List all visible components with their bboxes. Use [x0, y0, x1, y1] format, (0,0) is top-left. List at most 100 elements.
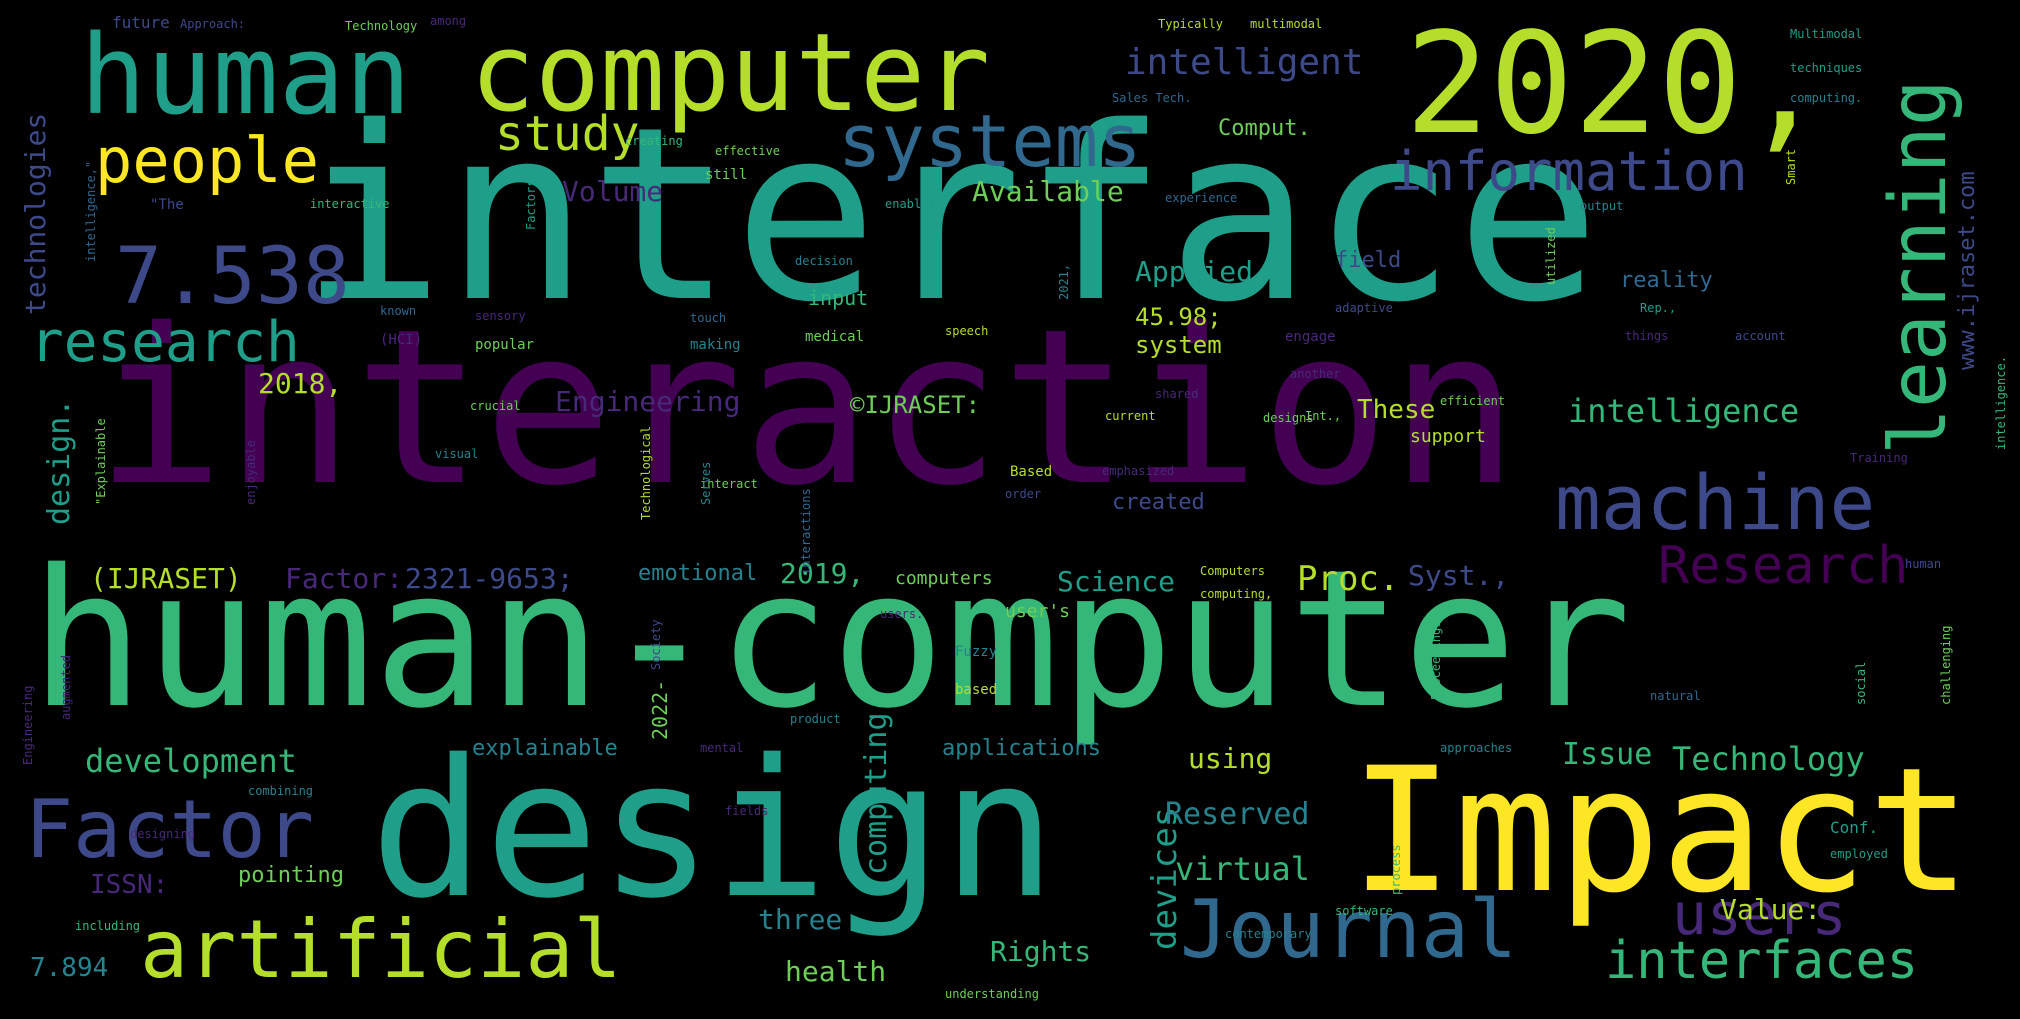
word-designs: designs	[1263, 411, 1314, 425]
word-training: Training	[1850, 451, 1908, 465]
word-2022: 2022-	[648, 679, 672, 740]
word-2018: 2018,	[258, 367, 343, 400]
word-challenging: challenging	[1939, 625, 1953, 705]
word-crucial: crucial	[470, 399, 521, 413]
word-value: Value:	[1720, 893, 1822, 926]
word-approaches: approaches	[1440, 741, 1513, 755]
word-explainable-quote: "Explainable	[94, 418, 108, 505]
word-including: including	[75, 919, 141, 933]
word-enjoyable: enjoyable	[244, 439, 258, 505]
word-using: using	[1188, 742, 1273, 775]
word-2019: 2019,	[780, 557, 865, 590]
word-effective: effective	[715, 144, 781, 158]
word-information: information	[1390, 140, 1748, 203]
word-adaptive: adaptive	[1335, 301, 1393, 315]
word-technological: Technological	[639, 426, 653, 520]
word-reality: reality	[1620, 268, 1713, 293]
word-computers: computers	[895, 568, 993, 589]
word-ijraset-url: www.ijraset.com	[1955, 171, 1980, 370]
word-2021: 2021,	[1057, 263, 1071, 300]
word-emphasized: emphasized	[1102, 464, 1175, 478]
word-users-period: users.	[880, 607, 924, 621]
word-design-period: design.	[42, 398, 77, 525]
word-impact: Impact	[1350, 730, 1972, 931]
word-created: created	[1112, 490, 1205, 515]
word-making: making	[690, 337, 741, 353]
word-science: Science	[1057, 565, 1176, 598]
word-45-98: 45.98;	[1135, 303, 1222, 331]
word-users-apostrophe: user's	[1005, 601, 1071, 622]
word-technology: Technology	[1672, 740, 1865, 778]
word-shared: shared	[1155, 387, 1199, 401]
word-typically: Typically	[1158, 17, 1224, 31]
word-computer: computer	[470, 11, 991, 136]
word-account: account	[1735, 329, 1786, 343]
word-techniques: techniques	[1790, 61, 1863, 75]
word-process: process	[1389, 844, 1403, 895]
word-understanding: understanding	[945, 987, 1039, 1001]
word-augmented: augmented	[59, 654, 73, 720]
word-designing: designing	[130, 827, 196, 841]
word-the-quote: "The	[150, 197, 184, 213]
word-sales-tech: Sales Tech.	[1112, 91, 1192, 105]
word-intelligence: intelligence	[1568, 392, 1800, 430]
word-journal: Journal	[1180, 883, 1518, 976]
word-interactions: interactions	[799, 488, 813, 575]
word-sensory: sensory	[475, 309, 526, 323]
word-issn-number: 2321-9653;	[405, 562, 574, 595]
word-combining: combining	[248, 784, 314, 798]
word-multimodal: multimodal	[1250, 17, 1323, 31]
word-machine: machine	[1555, 458, 1876, 547]
word-rep: Rep.,	[1640, 301, 1677, 315]
word-available: Available	[972, 175, 1124, 208]
word-output: output	[1580, 199, 1624, 213]
word-computing-comma: computing,	[1200, 587, 1273, 601]
word-enables: enables	[885, 197, 936, 211]
word-these: These	[1357, 395, 1436, 425]
word-volume: Volume	[562, 175, 664, 208]
word-users: users	[1672, 880, 1847, 948]
word-visual: visual	[435, 447, 479, 461]
word-development: development	[85, 742, 297, 780]
word-intelligent: intelligent	[1125, 42, 1364, 83]
word-factor-colon: Factor:	[285, 562, 404, 595]
word-creating: creating	[625, 134, 683, 148]
word-current: current	[1105, 409, 1156, 423]
word-syst: Syst.,	[1408, 559, 1510, 592]
word-support: support	[1410, 426, 1486, 447]
word-int: Int.,	[1305, 409, 1342, 423]
word-factors: Factors	[524, 179, 538, 230]
word-human-computer: human-computer	[30, 529, 1632, 750]
word-another: another	[1290, 367, 1341, 381]
word-proceedings: Proceedings	[1429, 620, 1443, 700]
word-design: design	[370, 719, 1057, 940]
word-computers-cap: Computers	[1200, 564, 1266, 578]
word-research-capital: Research	[1658, 536, 1909, 596]
word-speech: speech	[945, 324, 989, 338]
word-computing: computing	[859, 712, 894, 875]
word-experience: experience	[1165, 191, 1238, 205]
word-order: order	[1005, 487, 1042, 501]
word-7-538: 7.538	[115, 232, 350, 322]
word-known: known	[380, 304, 417, 318]
word-rights: Rights	[990, 935, 1092, 968]
word-study: study	[495, 106, 640, 162]
word-three: three	[758, 903, 843, 936]
word-touch: touch	[690, 311, 727, 325]
word-smart: Smart	[1784, 148, 1798, 185]
word-society: Society	[649, 619, 663, 670]
word-contemporary: contemporary	[1225, 927, 1312, 941]
word-health: health	[785, 955, 887, 988]
word-multimodal-cap: Multimodal	[1790, 27, 1863, 41]
word-pointing: pointing	[238, 863, 344, 888]
word-human-small: human	[1905, 557, 1942, 571]
word-system: system	[1135, 331, 1222, 359]
word-comput: Comput.	[1218, 116, 1311, 141]
word-fuzzy: Fuzzy	[955, 644, 998, 660]
word-decision: decision	[795, 254, 853, 268]
word-interaction: interaction	[95, 282, 1519, 533]
word-research: research	[30, 310, 300, 375]
word-reserved: Reserved	[1165, 797, 1310, 832]
word-intelligence-quote: intelligence,"	[84, 160, 98, 262]
